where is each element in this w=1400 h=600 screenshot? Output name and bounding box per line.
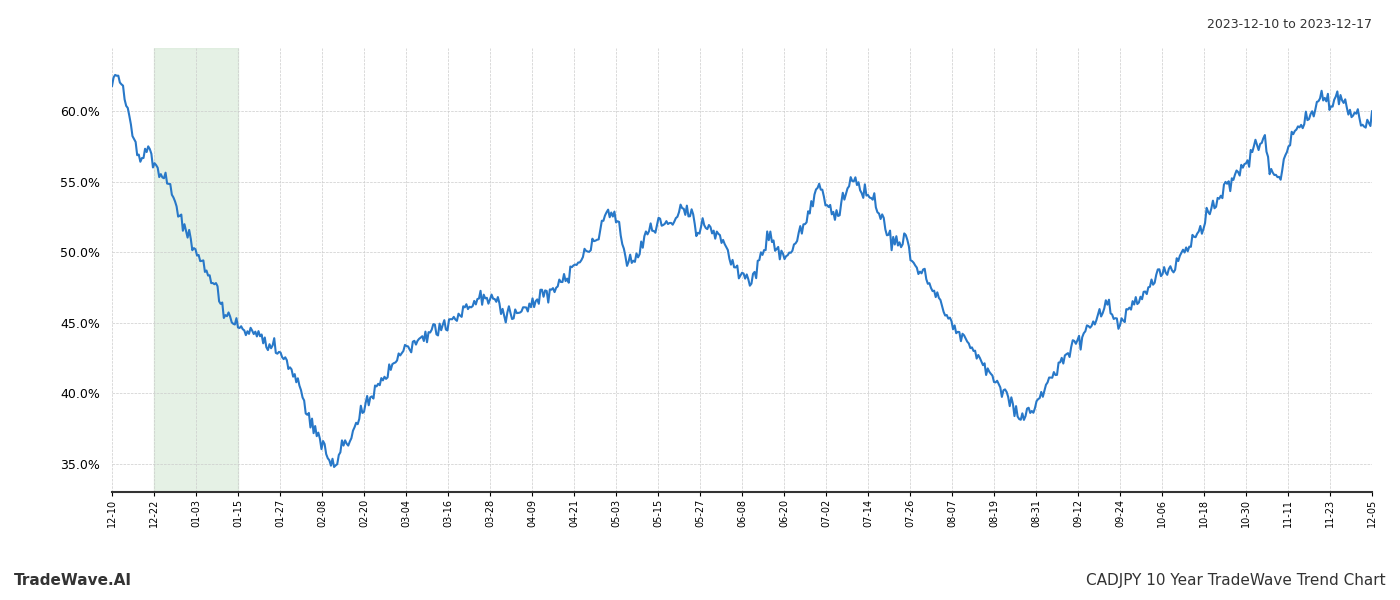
Text: 2023-12-10 to 2023-12-17: 2023-12-10 to 2023-12-17	[1207, 18, 1372, 31]
Text: TradeWave.AI: TradeWave.AI	[14, 573, 132, 588]
Bar	[154, 48, 238, 492]
Text: CADJPY 10 Year TradeWave Trend Chart: CADJPY 10 Year TradeWave Trend Chart	[1086, 573, 1386, 588]
